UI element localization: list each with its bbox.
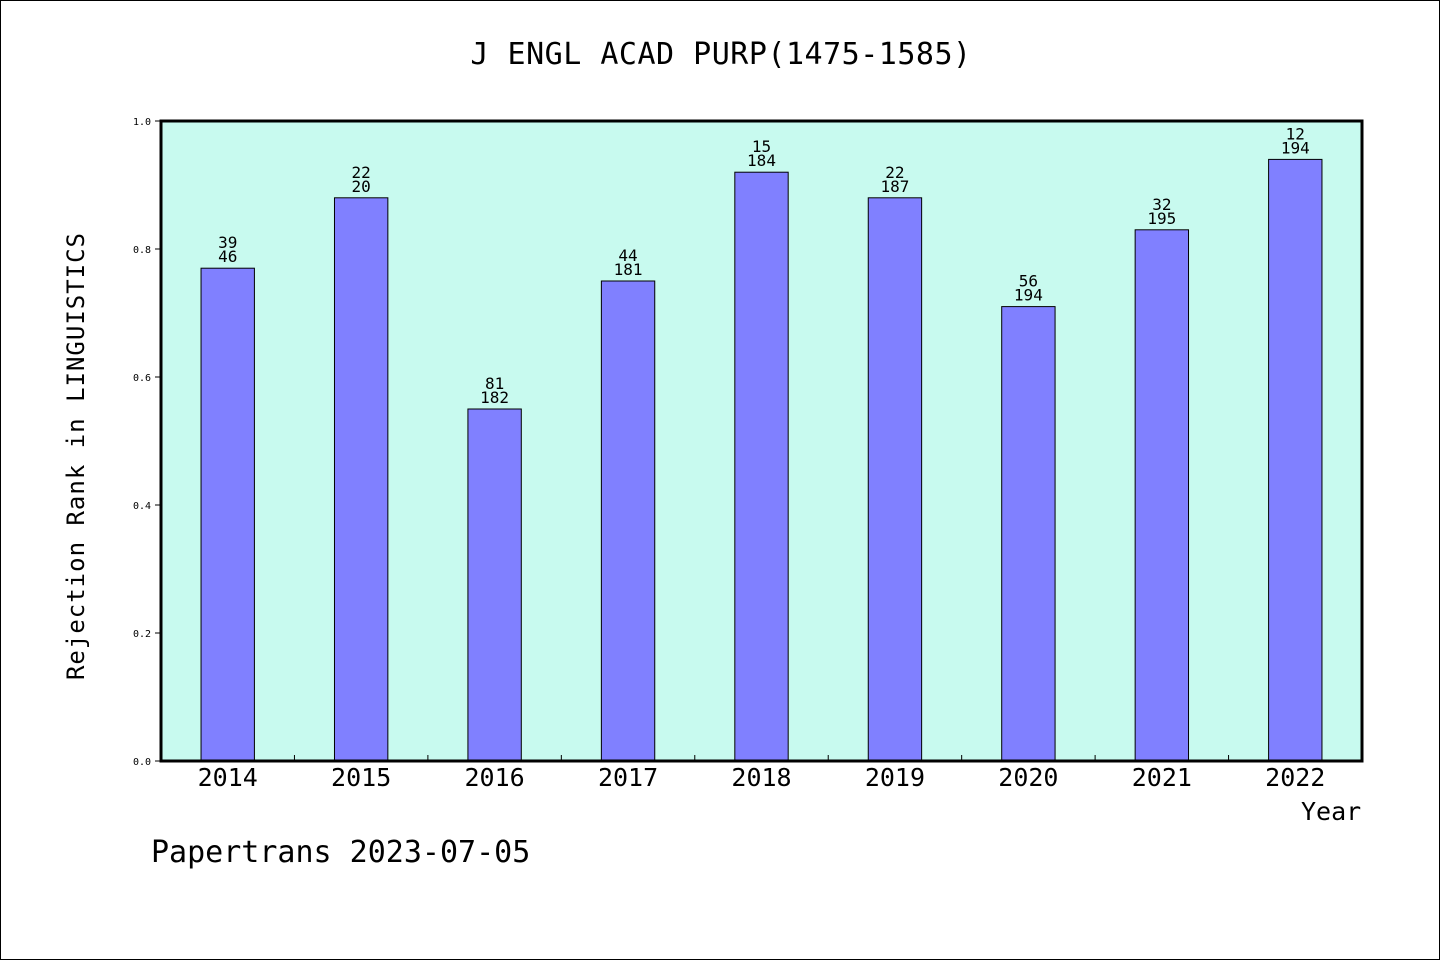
bar-2015: [333, 197, 389, 762]
bar-2017: [600, 280, 656, 762]
bar-label-top-2022: 12: [1286, 124, 1305, 143]
bar-label-bottom-2018: 184: [747, 151, 776, 170]
x-tick-label-2016: 2016: [465, 763, 525, 792]
bar-label-top-2020: 56: [1019, 272, 1038, 291]
bar-label-top-2019: 22: [885, 163, 904, 182]
x-tick-label-2021: 2021: [1132, 763, 1192, 792]
y-tick-label: 0.6: [133, 373, 151, 384]
y-tick-label: 0.0: [133, 757, 151, 768]
x-tick-label-2018: 2018: [731, 763, 791, 792]
bar-label-bottom-2017: 181: [614, 260, 643, 279]
bar-label-top-2015: 22: [352, 163, 371, 182]
x-axis-label: Year: [1301, 797, 1362, 826]
footer-watermark: Papertrans 2023-07-05: [151, 835, 531, 870]
x-tick-label-2017: 2017: [598, 763, 658, 792]
bar-label-top-2014: 39: [218, 233, 237, 252]
bar-2016: [467, 408, 522, 762]
y-tick-label: 0.8: [133, 245, 151, 256]
x-tick-label-2020: 2020: [998, 763, 1058, 792]
y-tick-label: 0.4: [133, 501, 151, 512]
bar-label-top-2016: 81: [485, 374, 504, 393]
x-tick-label-2022: 2022: [1265, 763, 1325, 792]
bar-2022: [1268, 158, 1323, 762]
bar-label-top-2018: 15: [752, 137, 771, 156]
bar-label-bottom-2015: 20: [352, 177, 371, 196]
bar-label-bottom-2014: 46: [218, 247, 237, 266]
bar-label-bottom-2022: 194: [1281, 138, 1310, 157]
x-tick-label-2014: 2014: [198, 763, 258, 792]
bar-2018: [734, 171, 789, 762]
bar-label-top-2017: 44: [618, 246, 637, 265]
bar-label-bottom-2019: 187: [880, 177, 909, 196]
bar-2019: [867, 197, 923, 762]
y-tick-label: 0.2: [133, 629, 151, 640]
x-tick-label-2019: 2019: [865, 763, 925, 792]
y-tick-label: 1.0: [133, 117, 151, 128]
plot-border: [159, 119, 1364, 763]
bar-2021: [1134, 229, 1190, 762]
bar-2020: [1001, 306, 1056, 762]
x-tick-label-2015: 2015: [331, 763, 391, 792]
bar-label-top-2021: 32: [1152, 195, 1171, 214]
bar-2014: [200, 267, 255, 762]
bar-label-bottom-2021: 195: [1147, 209, 1176, 228]
bar-label-bottom-2016: 182: [480, 388, 509, 407]
bar-label-bottom-2020: 194: [1014, 286, 1043, 305]
chart-title: J ENGL ACAD PURP(1475-1585): [470, 37, 972, 72]
